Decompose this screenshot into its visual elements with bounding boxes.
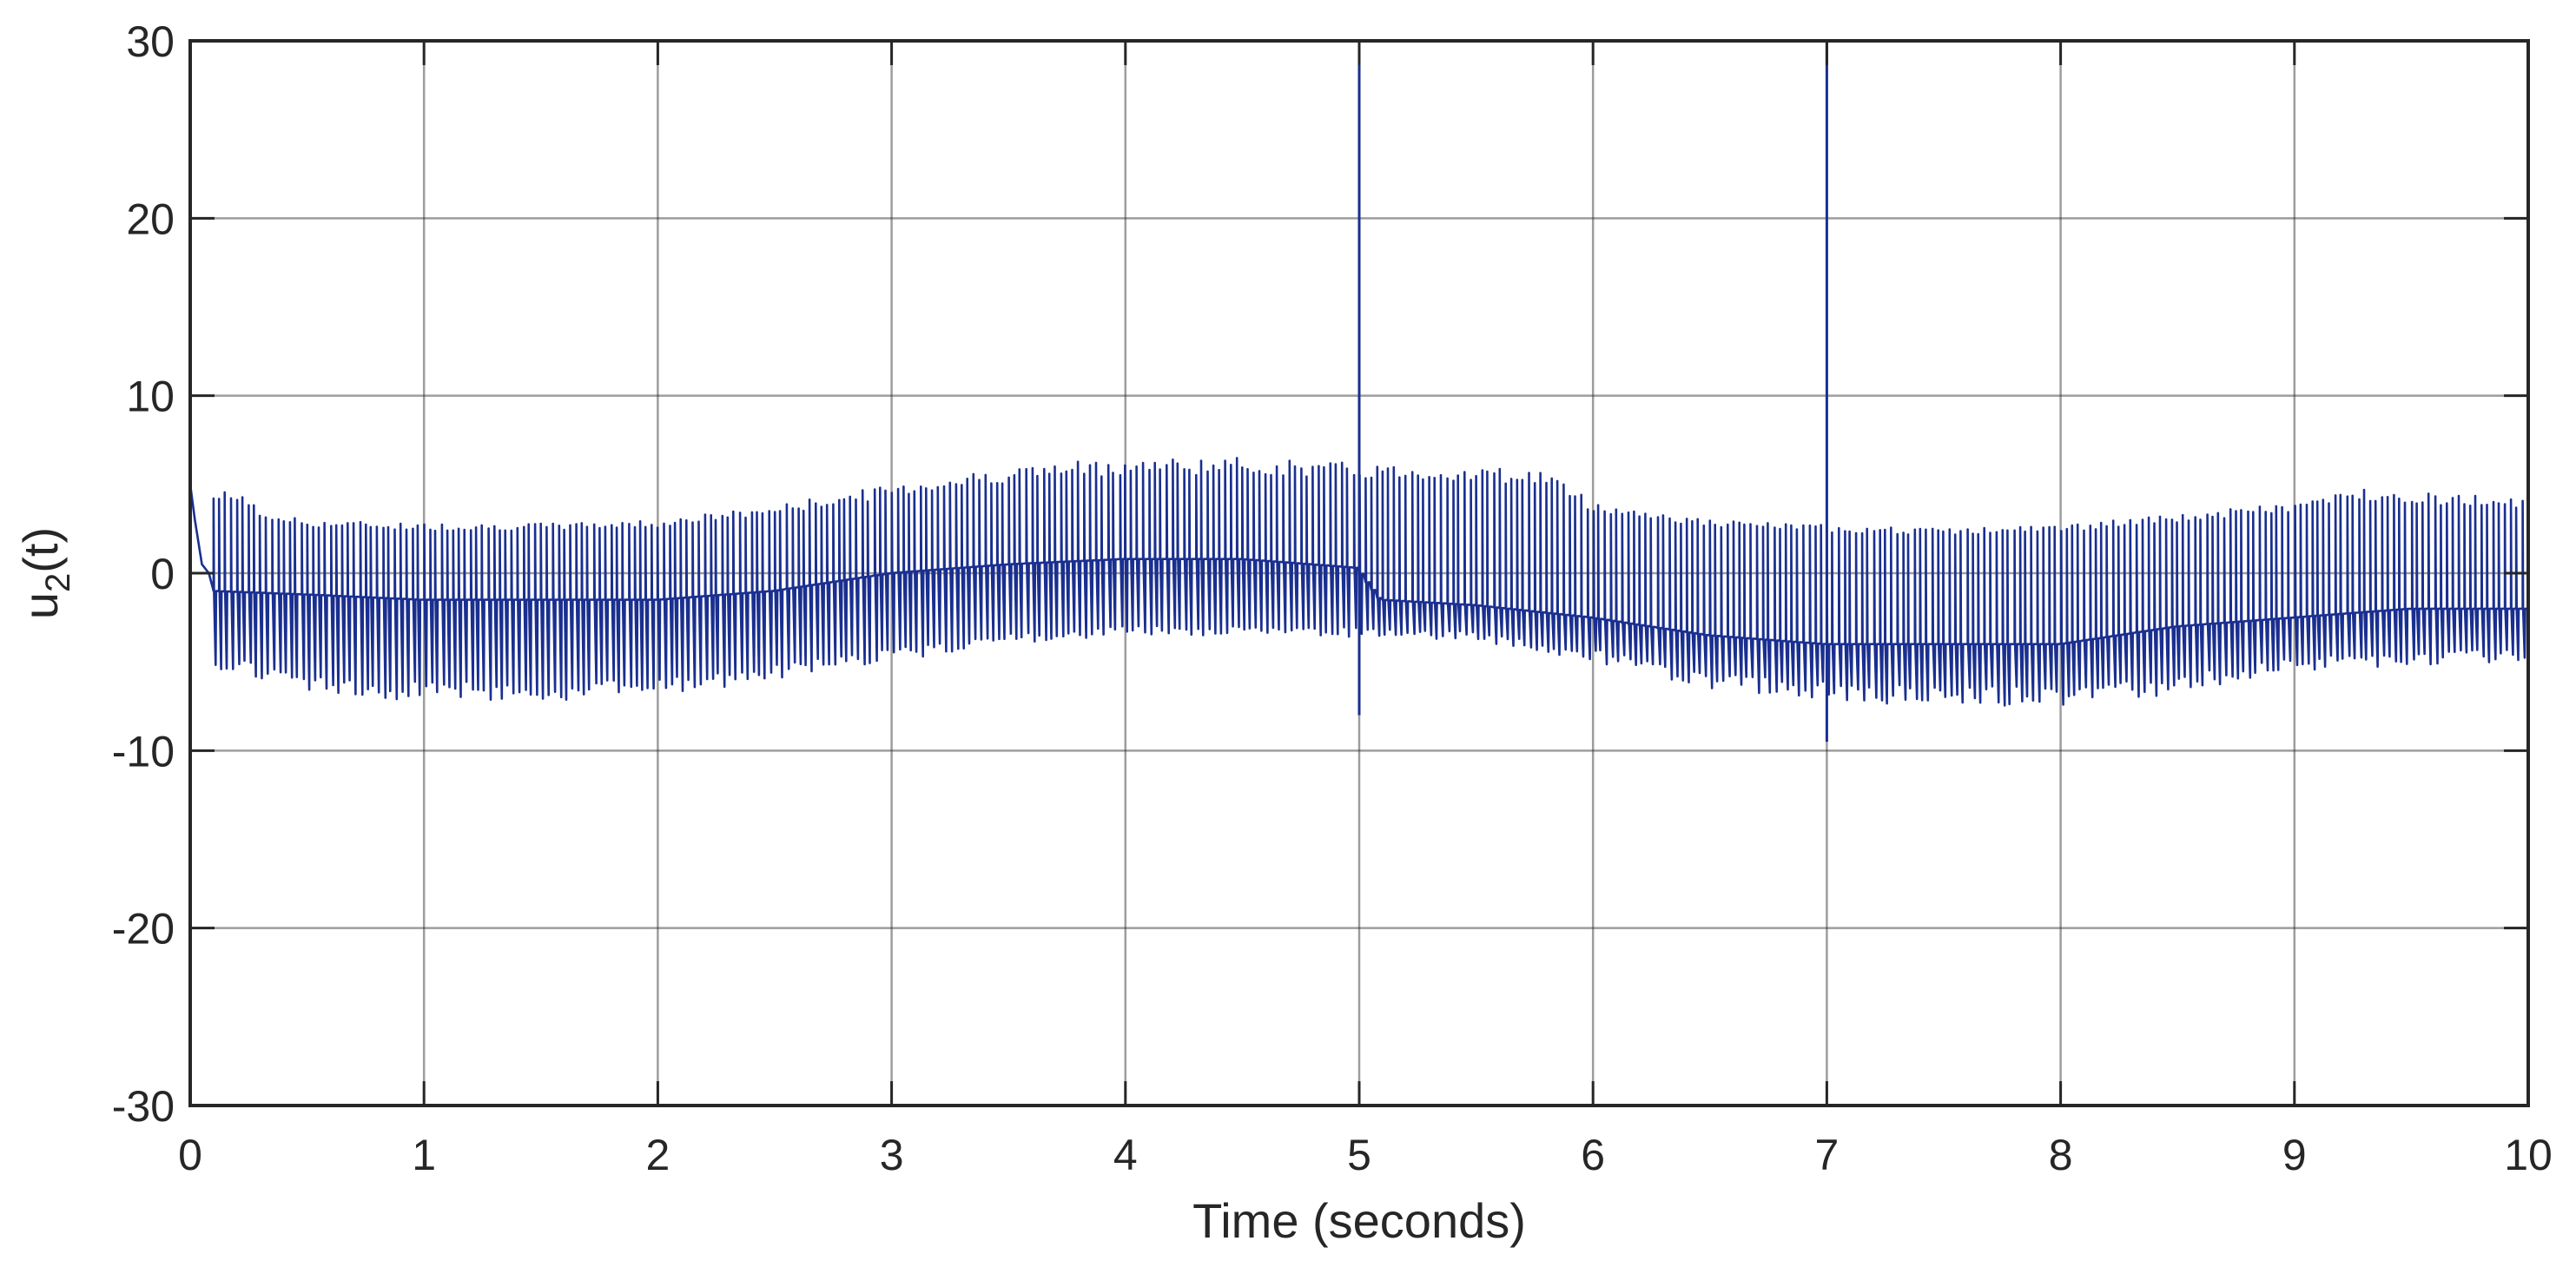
x-tick-label-2: 2 [645, 1131, 670, 1179]
x-tick-label-3: 3 [880, 1131, 904, 1179]
x-tick-label-7: 7 [1814, 1131, 1839, 1179]
y-tick-label-20: 20 [126, 195, 175, 243]
y-tick-label--20: -20 [112, 905, 175, 954]
series-line-0 [188, 457, 2527, 707]
x-tick-label-6: 6 [1581, 1131, 1605, 1179]
y-axis-label-suffix: (t) [13, 527, 68, 573]
y-tick-label-0: 0 [150, 550, 175, 598]
x-tick-label-4: 4 [1113, 1131, 1138, 1179]
y-axis-label-base: u [13, 592, 68, 619]
x-tick-labels: 0 1 2 3 4 5 6 7 8 9 10 [178, 1131, 2553, 1179]
x-tick-label-10: 10 [2504, 1131, 2553, 1179]
y-axis-label: u2(t) [13, 527, 77, 619]
x-axis-label: Time (seconds) [1192, 1193, 1526, 1248]
tick-marks [188, 39, 2530, 1107]
x-tick-label-9: 9 [2282, 1131, 2307, 1179]
y-tick-label-10: 10 [126, 373, 175, 421]
y-tick-label-30: 30 [126, 17, 175, 66]
y-axis-label-subscript: 2 [39, 573, 77, 592]
x-tick-label-0: 0 [178, 1131, 202, 1179]
x-tick-label-8: 8 [2049, 1131, 2073, 1179]
y-tick-labels: -30 -20 -10 0 10 20 30 [112, 17, 175, 1131]
x-tick-label-1: 1 [412, 1131, 436, 1179]
x-tick-label-5: 5 [1347, 1131, 1371, 1179]
y-tick-label--30: -30 [112, 1082, 175, 1131]
y-tick-label--10: -10 [112, 727, 175, 776]
